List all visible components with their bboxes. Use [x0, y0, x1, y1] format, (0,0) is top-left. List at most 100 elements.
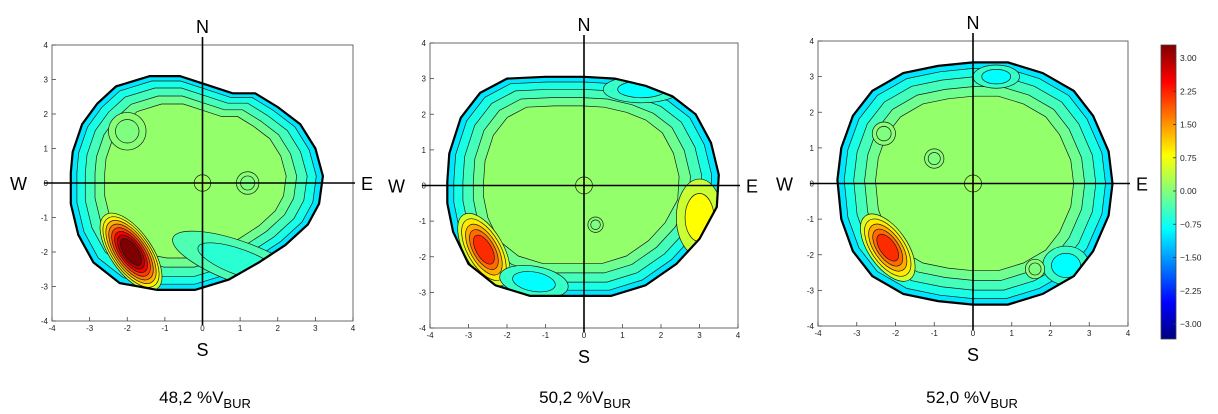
y-tick-label: -2	[419, 253, 427, 262]
colorbar-tick-label: 3.00	[1180, 53, 1197, 63]
colorbar-tick-label: −2.25	[1180, 286, 1202, 296]
colorbar-tick-label: 2.25	[1180, 86, 1197, 96]
contour-field	[70, 76, 323, 290]
y-tick-label: 3	[422, 75, 427, 84]
y-tick-label: 1	[422, 146, 427, 155]
x-tick-label: -4	[814, 329, 822, 338]
y-tick-label: -2	[807, 251, 815, 260]
contour-field	[447, 76, 719, 296]
compass-east: E	[746, 177, 758, 197]
x-tick-label: -1	[161, 324, 169, 333]
contour-feature	[876, 233, 900, 262]
panel-caption: 50,2 %VBUR	[539, 388, 631, 411]
colorbar-tick-label: −0.75	[1180, 219, 1202, 229]
x-tick-label: 4	[1126, 329, 1131, 338]
x-tick-label: 2	[276, 324, 281, 333]
x-tick-label: 2	[659, 331, 664, 340]
x-tick-label: -1	[542, 331, 550, 340]
x-tick-label: -3	[465, 331, 473, 340]
compass-south: S	[578, 347, 590, 367]
compass-north: N	[967, 13, 980, 33]
panel-caption-subscript: BUR	[223, 396, 250, 411]
compass-west: W	[388, 177, 405, 197]
y-tick-label: -1	[419, 217, 427, 226]
panel-caption: 48,2 %VBUR	[159, 388, 251, 411]
contour-feature	[1051, 252, 1081, 278]
compass-west: W	[10, 174, 27, 194]
y-tick-label: 4	[422, 39, 427, 48]
panel-caption-main: 48,2 %V	[159, 388, 224, 407]
x-tick-label: 1	[1010, 329, 1015, 338]
panel-caption-subscript: BUR	[990, 396, 1017, 411]
x-tick-label: -2	[124, 324, 132, 333]
x-tick-label: 1	[620, 331, 625, 340]
y-tick-label: 4	[44, 41, 49, 50]
panel-caption: 52,0 %VBUR	[926, 388, 1018, 411]
x-tick-label: -4	[426, 331, 434, 340]
y-tick-label: -1	[807, 215, 815, 224]
panel-caption-main: 52,0 %V	[926, 388, 991, 407]
contour-feature	[981, 69, 1012, 85]
panel-caption-subscript: BUR	[603, 396, 630, 411]
x-tick-label: -3	[86, 324, 94, 333]
compass-south: S	[196, 340, 208, 360]
colorbar: 3.00 2.25 1.50 0.75 0.00 −0.75 −1.50 −2.25 −3.00	[1160, 44, 1202, 340]
contour-feature	[617, 80, 667, 99]
y-tick-label: -1	[41, 214, 49, 223]
compass-east: E	[1136, 175, 1148, 195]
colorbar-tick-label: 0.75	[1180, 153, 1197, 163]
compass-north: N	[578, 15, 591, 35]
x-tick-label: 0	[971, 329, 976, 338]
y-tick-label: 1	[44, 145, 49, 154]
colorbar-tick-label: −3.00	[1180, 319, 1202, 329]
colorbar-gradient	[1160, 44, 1177, 340]
y-tick-label: 2	[44, 110, 49, 119]
y-tick-label: 3	[810, 73, 815, 82]
domain-outline	[446, 75, 720, 297]
x-tick-label: 0	[582, 331, 587, 340]
x-tick-label: 2	[1048, 329, 1053, 338]
x-tick-label: 4	[736, 331, 741, 340]
y-tick-label: -3	[41, 283, 49, 292]
panel-caption-main: 50,2 %V	[539, 388, 604, 407]
y-tick-label: 3	[44, 76, 49, 85]
y-tick-label: -4	[807, 322, 815, 331]
x-tick-label: 0	[200, 324, 205, 333]
x-tick-label: 4	[351, 324, 356, 333]
compass-north: N	[196, 17, 209, 37]
contour-feature	[120, 238, 143, 266]
colorbar-tick-label: −1.50	[1180, 253, 1202, 263]
domain-outline	[69, 75, 325, 291]
y-tick-label: -2	[41, 248, 49, 257]
x-tick-label: -3	[853, 329, 861, 338]
contour-feature	[927, 152, 941, 165]
y-tick-label: -3	[807, 286, 815, 295]
compass-south: S	[967, 345, 979, 365]
x-tick-label: 1	[238, 324, 243, 333]
contour-feature	[512, 271, 556, 293]
x-tick-label: 3	[697, 331, 702, 340]
x-tick-label: 3	[313, 324, 318, 333]
y-tick-label: -3	[419, 288, 427, 297]
contour-feature	[876, 126, 892, 142]
contour-feature	[115, 119, 140, 144]
contour-feature	[684, 193, 715, 242]
y-tick-label: -4	[419, 324, 427, 333]
colorbar-tick-label: 0.00	[1180, 186, 1197, 196]
x-tick-label: -1	[931, 329, 939, 338]
contour-feature	[1028, 262, 1042, 276]
contour-feature	[473, 234, 495, 265]
y-tick-label: 2	[422, 110, 427, 119]
y-tick-label: 4	[810, 37, 815, 46]
y-tick-label: 1	[810, 144, 815, 153]
y-tick-label: -4	[41, 317, 49, 326]
colorbar-tick-label: 1.50	[1180, 120, 1197, 130]
compass-west: W	[776, 175, 793, 195]
y-tick-label: 2	[810, 108, 815, 117]
x-tick-label: -2	[892, 329, 900, 338]
